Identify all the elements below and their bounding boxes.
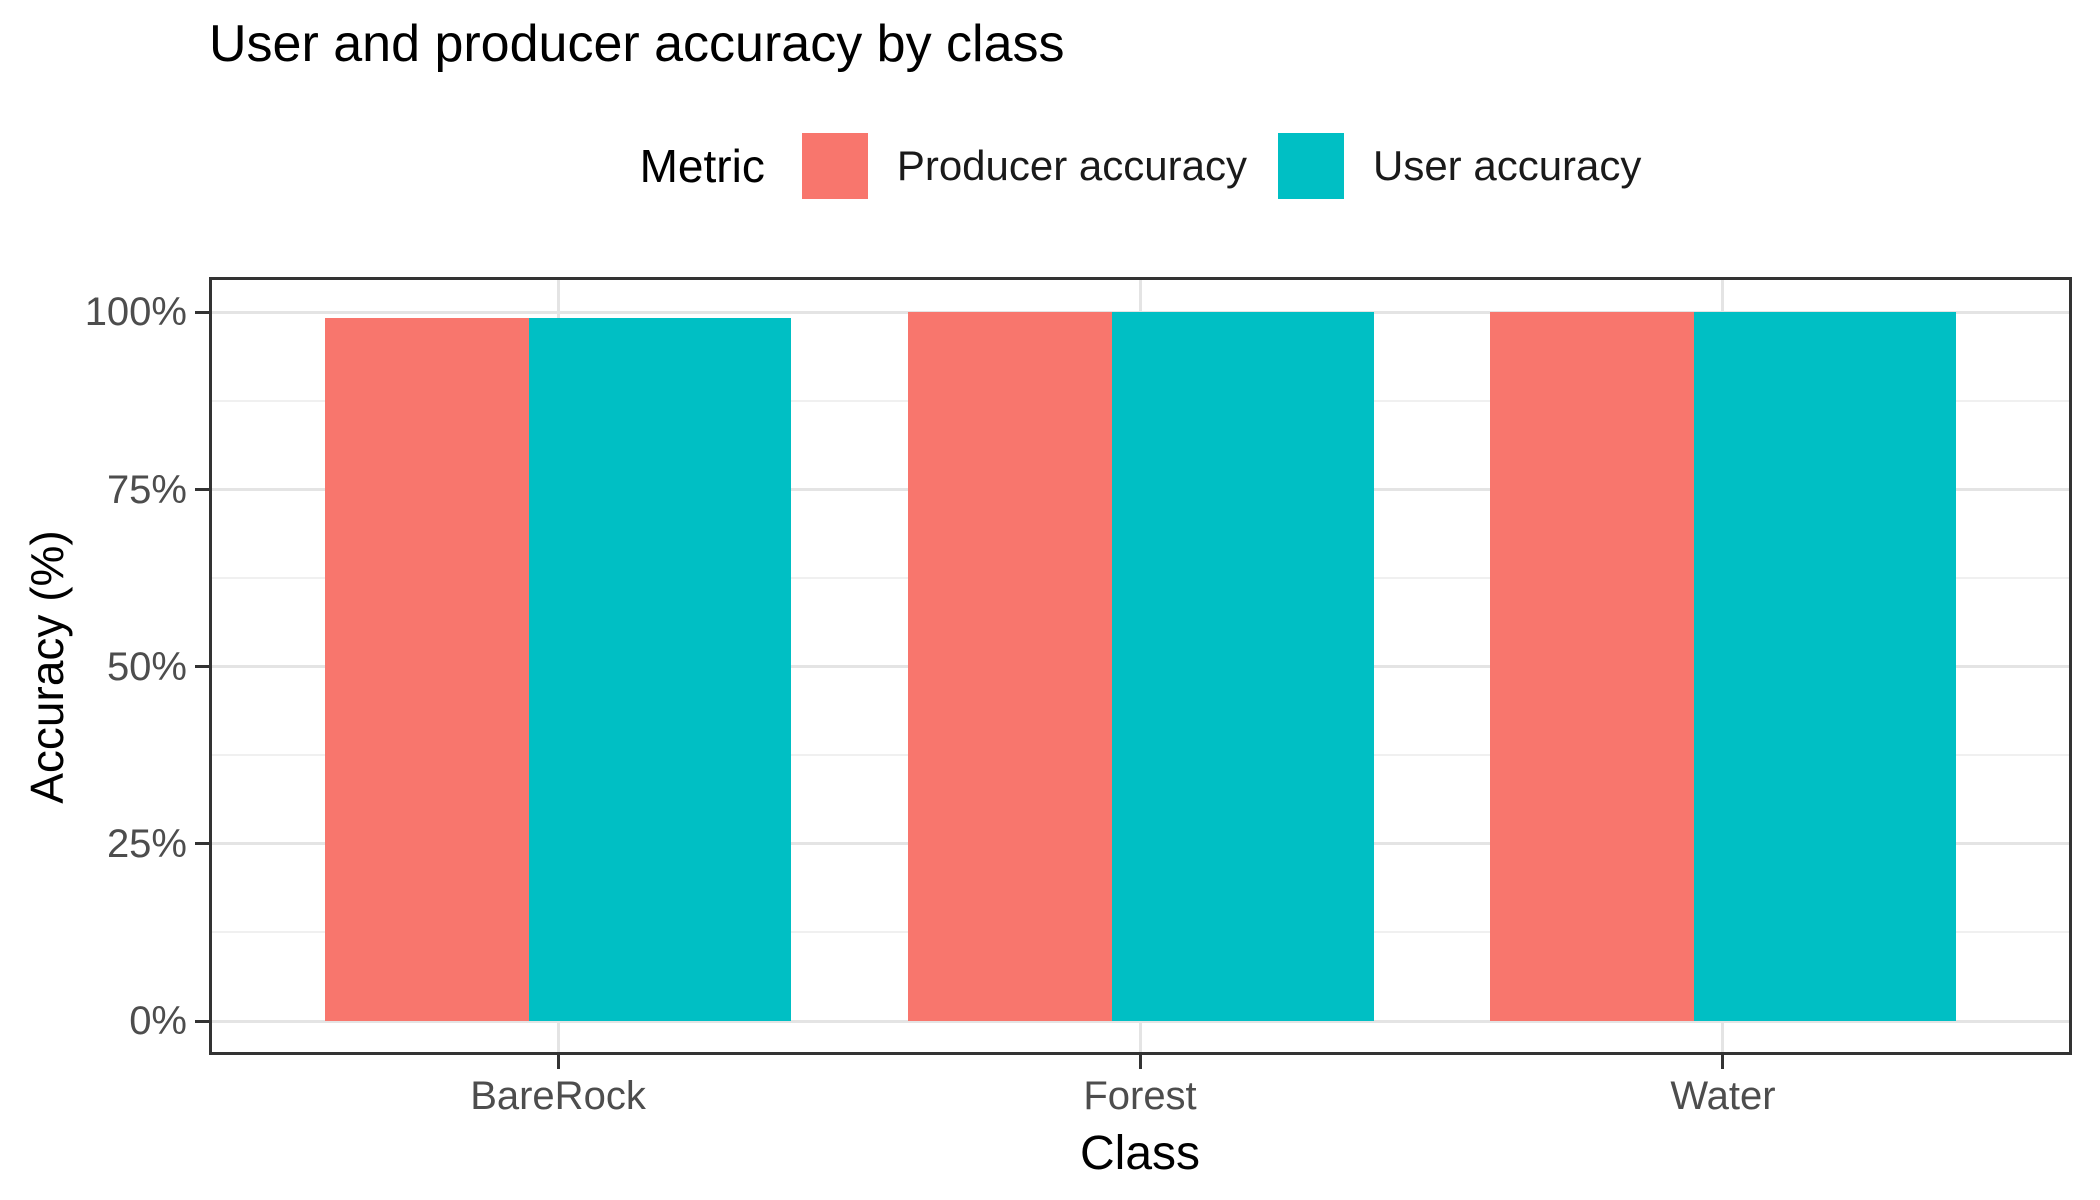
x-tick-label-forest: Forest	[1083, 1074, 1197, 1118]
legend-label-user-accuracy: User accuracy	[1372, 142, 1642, 189]
bar-user-barerock	[529, 317, 792, 1021]
y-axis-tick	[195, 310, 209, 314]
chart-title: User and producer accuracy by class	[209, 15, 1065, 73]
y-axis-tick	[195, 665, 209, 668]
x-tick-label-water: Water	[1670, 1074, 1776, 1118]
legend: Metric Producer accuracy User accuracy	[209, 123, 2072, 209]
y-tick-label-25: 25%	[106, 822, 187, 866]
y-axis-tick	[195, 842, 209, 846]
x-tick-label-barerock: BareRock	[470, 1074, 646, 1118]
x-axis-tick	[1139, 1055, 1142, 1069]
legend-title: Metric	[639, 140, 765, 192]
legend-key-user-accuracy	[1277, 133, 1344, 199]
x-axis-tick	[1721, 1055, 1725, 1069]
x-axis-title: Class	[1079, 1127, 1201, 1180]
y-axis-tick	[195, 487, 209, 491]
bar-producer-water	[1489, 312, 1694, 1021]
y-tick-label-0: 0%	[129, 999, 187, 1043]
y-tick-label-100: 100%	[84, 290, 187, 334]
legend-key-producer-accuracy	[801, 133, 868, 199]
y-axis-tick	[195, 1019, 209, 1023]
x-axis-tick	[556, 1055, 560, 1069]
plot-panel	[209, 277, 2072, 1055]
y-tick-label-50: 50%	[106, 645, 187, 689]
bar-producer-barerock	[325, 317, 530, 1021]
bar-user-forest	[1111, 312, 1374, 1021]
legend-label-producer-accuracy: Producer accuracy	[896, 142, 1247, 189]
y-tick-label-75: 75%	[106, 468, 187, 512]
bar-producer-forest	[907, 312, 1112, 1021]
bar-user-water	[1693, 312, 1956, 1021]
